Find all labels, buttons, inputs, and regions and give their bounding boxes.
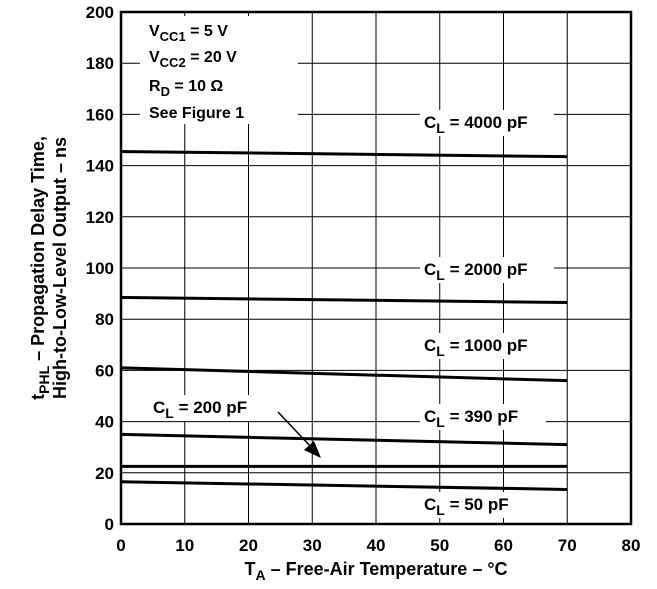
condition-1-subscript: CC2 xyxy=(160,55,186,70)
x-axis-title-subscript: A xyxy=(255,567,265,583)
condition-2: RD = 10 Ω xyxy=(149,78,223,99)
series-label-3-subscript: L xyxy=(436,414,445,430)
y-tick-label: 20 xyxy=(95,464,114,483)
y-tick-label: 180 xyxy=(86,54,114,73)
series-label-3: CL = 390 pF xyxy=(424,407,518,430)
condition-0: VCC1 = 5 V xyxy=(149,23,228,44)
series-label-5-subscript: L xyxy=(436,502,445,518)
grid xyxy=(119,10,633,526)
condition-1-rest: = 20 V xyxy=(186,49,237,66)
series-label-2-subscript: L xyxy=(436,343,445,359)
y-tick-label: 160 xyxy=(86,105,114,124)
condition-1: VCC2 = 20 V xyxy=(149,49,237,70)
series-label-1-rest: = 2000 pF xyxy=(445,260,528,279)
condition-0-subscript: CC1 xyxy=(160,29,186,44)
series-label-bg xyxy=(420,110,554,136)
x-tick-label: 80 xyxy=(622,536,641,555)
series-label-bg xyxy=(420,333,554,359)
y-tick-label: 100 xyxy=(86,259,114,278)
conditions-bg xyxy=(140,16,298,124)
x-tick-label: 50 xyxy=(430,536,449,555)
x-tick-label: 70 xyxy=(558,536,577,555)
condition-0-main: V xyxy=(149,23,160,40)
series-label-4-rest: = 200 pF xyxy=(174,398,247,417)
series-label-0-rest: = 4000 pF xyxy=(445,113,528,132)
series-label-5-main: C xyxy=(424,495,436,514)
y-tick-label: 0 xyxy=(105,515,114,534)
x-tick-label: 40 xyxy=(367,536,386,555)
series-label-0-subscript: L xyxy=(436,120,445,136)
condition-0-rest: = 5 V xyxy=(186,23,229,40)
series-label-3-main: C xyxy=(424,407,436,426)
series-label-1: CL = 2000 pF xyxy=(424,260,528,283)
y-axis-title-line2: High-to-Low-Level Output – ns xyxy=(50,137,70,399)
x-tick-label: 60 xyxy=(494,536,513,555)
series-label-5-rest: = 50 pF xyxy=(445,495,509,514)
y-axis-title-line1-main: t xyxy=(28,394,48,400)
series-label-4: CL = 200 pF xyxy=(153,398,247,421)
y-axis-title-line1: tPHL – Propagation Delay Time, xyxy=(28,136,52,400)
condition-2-subscript: D xyxy=(161,84,170,99)
y-tick-label: 120 xyxy=(86,208,114,227)
series-label-3-rest: = 390 pF xyxy=(445,407,518,426)
tick-labels: 0 10 20 30 40 50 60 70 80 0 20 40 60 80 100 120 140 160 18… xyxy=(86,3,641,555)
series-label-4-main: C xyxy=(153,398,165,417)
x-tick-label: 30 xyxy=(303,536,322,555)
series-line-0 xyxy=(120,150,568,159)
y-axis-title: tPHL – Propagation Delay Time, High-to-Lo… xyxy=(28,136,70,400)
series-line-3 xyxy=(120,432,568,447)
series-line-2 xyxy=(120,366,568,383)
x-tick-label: 20 xyxy=(239,536,258,555)
series-label-0-main: C xyxy=(424,113,436,132)
series-label-2-main: C xyxy=(424,336,436,355)
series-label-bg xyxy=(420,257,554,283)
plot-frame xyxy=(119,10,633,526)
x-axis-title-main: T xyxy=(244,559,255,579)
series-label-bg xyxy=(420,404,546,430)
condition-3-main: See Figure 1 xyxy=(149,105,244,122)
y-tick-label: 60 xyxy=(95,361,114,380)
y-tick-label: 140 xyxy=(86,157,114,176)
series-label-1-subscript: L xyxy=(436,267,445,283)
series-label-bg xyxy=(149,395,275,421)
condition-2-main: R xyxy=(149,78,161,95)
series-label-4-subscript: L xyxy=(165,405,174,421)
x-axis-title-rest: – Free-Air Temperature – °C xyxy=(266,559,508,579)
series-label-1-main: C xyxy=(424,260,436,279)
y-tick-label: 80 xyxy=(95,310,114,329)
series-label-5: CL = 50 pF xyxy=(424,495,509,518)
series-lines xyxy=(120,150,568,491)
x-tick-label: 0 xyxy=(116,536,125,555)
y-tick-label: 200 xyxy=(86,3,114,22)
callout-arrow-head xyxy=(304,441,321,458)
condition-2-rest: = 10 Ω xyxy=(170,78,223,95)
series-label-2-rest: = 1000 pF xyxy=(445,336,528,355)
x-tick-label: 10 xyxy=(175,536,194,555)
y-axis-title-line1-subscript: PHL xyxy=(36,365,52,393)
x-axis-title: TA – Free-Air Temperature – °C xyxy=(244,559,507,583)
series-label-0: CL = 4000 pF xyxy=(424,113,528,136)
series-label-bg xyxy=(420,492,538,518)
condition-3: See Figure 1 xyxy=(149,105,244,122)
callout-arrow-line xyxy=(277,411,313,449)
condition-1-main: V xyxy=(149,49,160,66)
y-axis-title-line1-rest: – Propagation Delay Time, xyxy=(28,136,48,366)
axis-titles: TA – Free-Air Temperature – °C tPHL – Pro… xyxy=(28,136,508,583)
series-line-5 xyxy=(120,480,568,491)
series-line-1 xyxy=(120,295,568,305)
y-tick-label: 40 xyxy=(95,413,114,432)
series-label-2: CL = 1000 pF xyxy=(424,336,528,359)
